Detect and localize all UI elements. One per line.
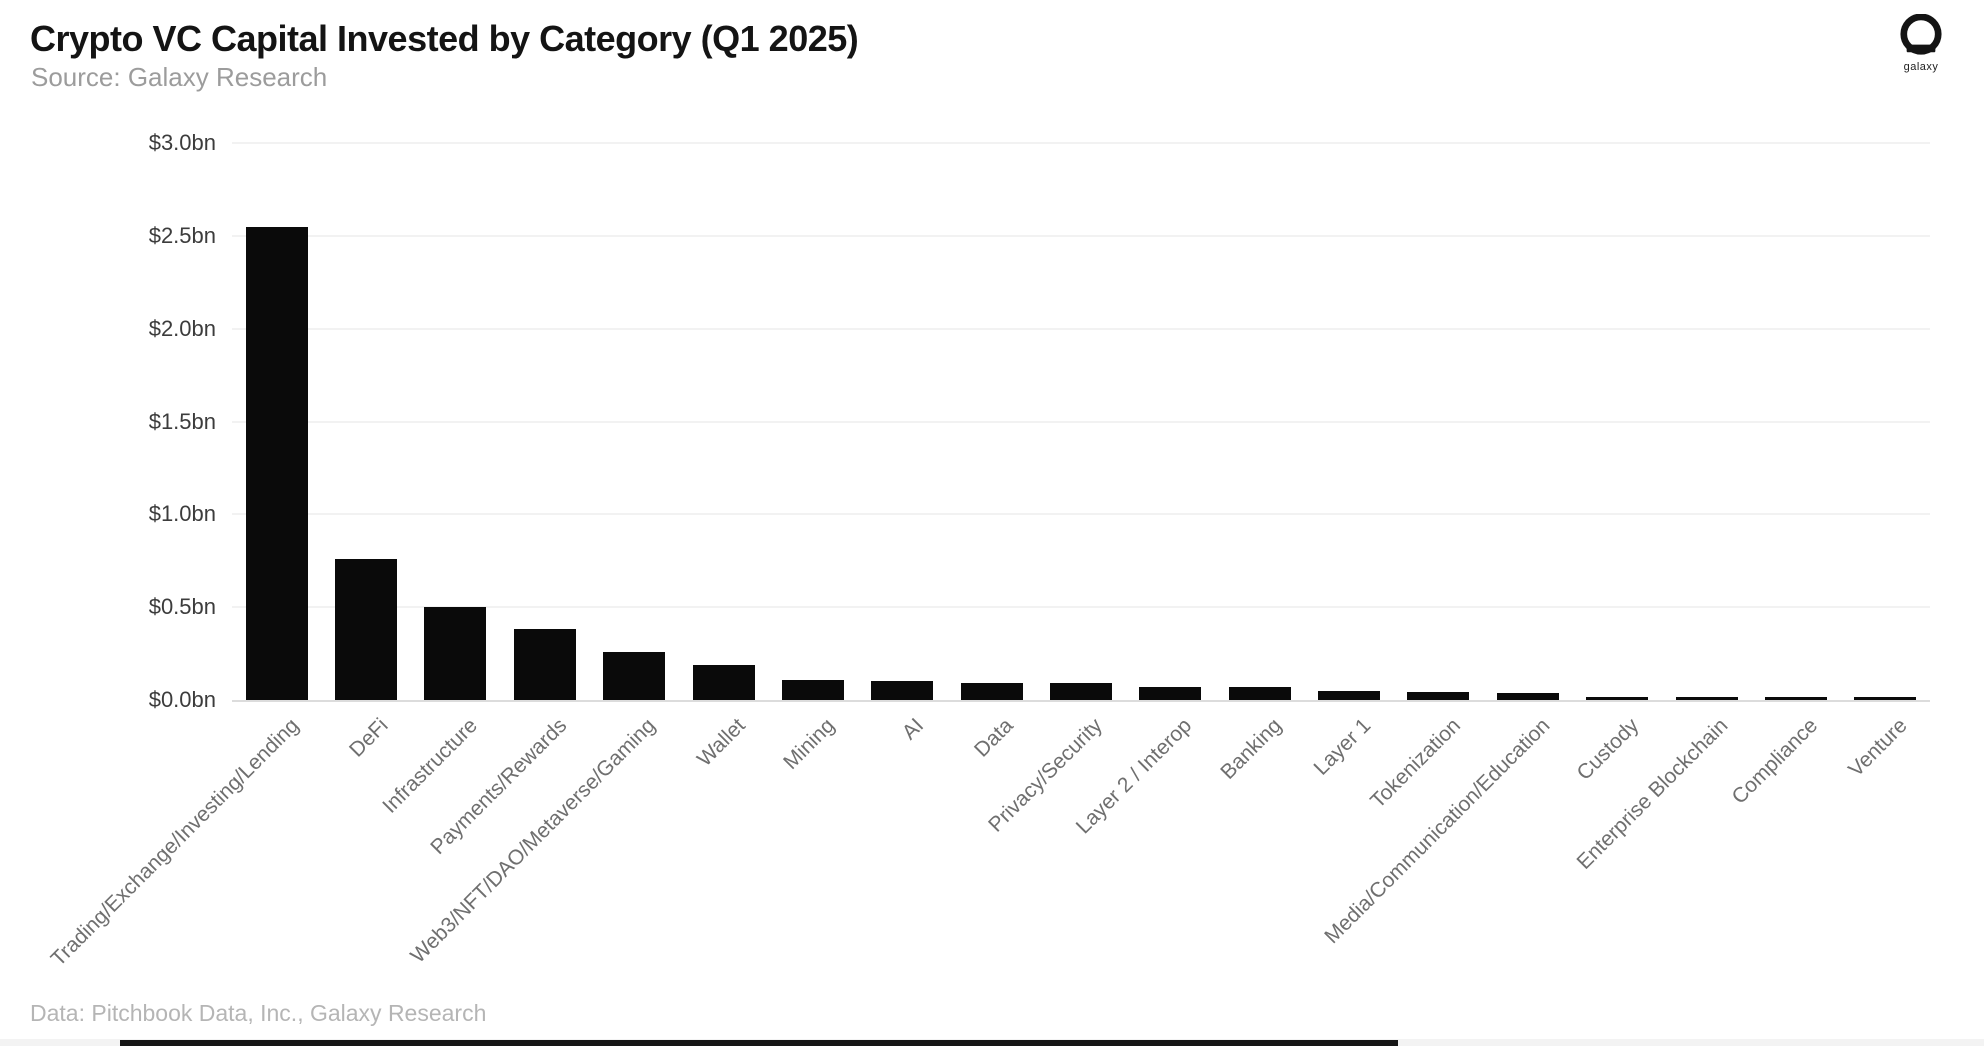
bar-venture xyxy=(1854,697,1917,700)
bar-privacy-security xyxy=(1050,683,1112,700)
page-title: Crypto VC Capital Invested by Category (… xyxy=(30,18,859,59)
y-gridline-2-5bn xyxy=(232,234,1930,237)
x-axis-line xyxy=(232,700,1930,702)
x-label-enterprise-blockchain: Enterprise Blockchain xyxy=(1572,714,1733,874)
bar-compliance xyxy=(1764,697,1827,700)
x-label-custody: Custody xyxy=(1572,714,1644,785)
bar-data xyxy=(960,683,1023,700)
galaxy-logo-icon xyxy=(1900,14,1942,55)
bar-mining xyxy=(781,680,844,700)
galaxy-logo: galaxy xyxy=(1890,14,1952,73)
bar-web3-nft-dao-metaverse-gaming xyxy=(603,652,666,700)
x-label-banking: Banking xyxy=(1216,714,1287,784)
x-label-compliance: Compliance xyxy=(1727,714,1823,809)
y-tick-label-1-5bn: $1.5bn xyxy=(148,408,216,434)
x-label-mining: Mining xyxy=(779,714,840,775)
bar-media-communication-education xyxy=(1496,693,1559,700)
bar-payments-rewards xyxy=(513,629,576,700)
y-tick-label-3-0bn: $3.0bn xyxy=(148,130,216,155)
galaxy-wordmark-label: galaxy xyxy=(1903,61,1939,73)
x-label-venture: Venture xyxy=(1844,714,1912,782)
bar-wallet xyxy=(692,665,755,700)
y-gridline-3-0bn xyxy=(232,142,1930,144)
y-tick-label-2-5bn: $2.5bn xyxy=(148,222,216,248)
bar-layer-2-interop xyxy=(1139,687,1202,700)
bar-enterprise-blockchain xyxy=(1675,697,1738,700)
y-gridline-1-0bn xyxy=(232,513,1930,516)
x-label-tokenization: Tokenization xyxy=(1365,714,1465,813)
y-gridline-0-5bn xyxy=(232,606,1930,609)
bar-infrastructure xyxy=(424,607,487,700)
x-label-defi: DeFi xyxy=(344,714,393,762)
bar-ai xyxy=(871,681,934,700)
y-tick-label-0-0bn: $0.0bn xyxy=(148,687,216,712)
bar-trading-exchange-investing-lending xyxy=(245,227,308,700)
bar-layer-1 xyxy=(1318,691,1381,700)
data-credit: Data: Pitchbook Data, Inc., Galaxy Resea… xyxy=(30,1000,487,1026)
y-gridline-2-0bn xyxy=(232,327,1930,330)
x-label-layer-1: Layer 1 xyxy=(1309,714,1376,780)
x-label-data: Data xyxy=(970,714,1018,762)
chart-source: Source: Galaxy Research xyxy=(31,62,328,92)
y-gridline-1-5bn xyxy=(232,420,1930,423)
y-tick-label-2-0bn: $2.0bn xyxy=(148,315,216,341)
bar-custody xyxy=(1586,697,1649,700)
x-label-ai: AI xyxy=(898,714,929,745)
y-tick-label-1-0bn: $1.0bn xyxy=(148,501,216,527)
bar-tokenization xyxy=(1407,692,1470,700)
x-label-wallet: Wallet xyxy=(692,714,750,771)
bar-banking xyxy=(1228,687,1291,700)
video-progress-bar[interactable] xyxy=(120,1040,1398,1046)
x-label-trading-exchange-investing-lending: Trading/Exchange/Investing/Lending xyxy=(46,714,303,971)
y-tick-label-0-5bn: $0.5bn xyxy=(148,594,216,620)
bar-defi xyxy=(335,559,398,700)
